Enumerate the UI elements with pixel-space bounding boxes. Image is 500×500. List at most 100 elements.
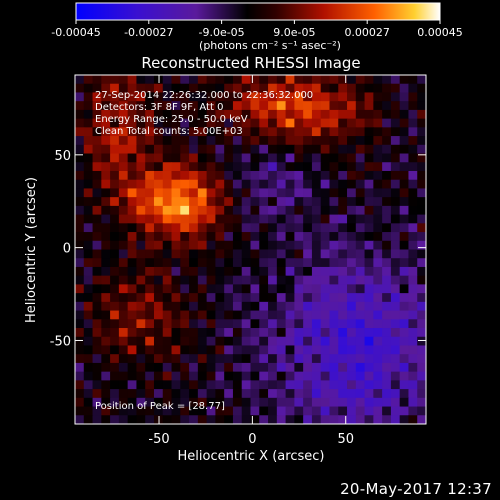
heatmap-cell [250,136,260,146]
heatmap-cell [250,153,260,163]
heatmap-cell [276,162,287,172]
heatmap-cell [118,153,129,163]
heatmap-cell [75,101,85,111]
heatmap-cell [189,371,199,381]
heatmap-cell [276,397,287,408]
heatmap-cell [180,406,190,416]
heatmap-cell [241,188,252,198]
heatmap-cell [118,275,129,285]
heatmap-cell [382,118,392,128]
colorbar-tick-label: -0.00027 [124,26,173,39]
heatmap-cell [268,205,278,216]
heatmap-cell [364,266,374,277]
heatmap-cell [153,101,164,111]
heatmap-cell [75,232,85,242]
heatmap-cell [92,136,102,146]
heatmap-cell [197,205,208,216]
heatmap-cell [75,319,85,329]
heatmap-cell [259,144,269,155]
heatmap-cell [189,144,199,155]
heatmap-cell [127,354,138,364]
heatmap-cell [118,75,129,85]
heatmap-cell [224,380,234,390]
heatmap-cell [250,240,260,251]
heatmap-cell [189,153,199,163]
heatmap-cell [232,415,243,424]
heatmap-cell [180,75,190,85]
colorbar-tick-label: -0.00045 [51,26,100,39]
heatmap-cell [127,83,138,94]
heatmap-cell [197,109,208,120]
heatmap-cell [382,354,392,364]
heatmap-cell [206,354,217,364]
heatmap-cell [329,345,339,355]
heatmap-cell [268,328,278,338]
colorbar-tick-label: 9.0e-05 [273,26,315,39]
heatmap-cell [180,354,190,364]
heatmap-cell [224,415,234,424]
heatmap-cell [303,406,313,416]
heatmap-cell [110,240,120,251]
heatmap-cell [399,249,410,259]
heatmap-cell [285,336,295,347]
heatmap-cell [268,354,278,364]
heatmap-cell [101,240,111,251]
heatmap-cell [153,397,164,408]
heatmap-cell [180,92,190,102]
heatmap-cell [373,380,383,390]
heatmap-cell [373,258,383,268]
heatmap-cell [145,266,155,277]
heatmap-cell [189,328,199,338]
heatmap-cell [189,214,199,224]
heatmap-cell [355,127,366,137]
heatmap-cell [355,249,366,259]
heatmap-cell [347,371,357,381]
heatmap-cell [101,319,111,329]
heatmap-cell [110,301,120,312]
heatmap-cell [285,371,295,381]
heatmap-cell [206,92,217,102]
heatmap-cell [136,179,146,190]
heatmap-cell [136,293,146,303]
heatmap-cell [153,240,164,251]
heatmap-cell [294,118,304,128]
heatmap-cell [189,75,199,85]
heatmap-cell [259,319,269,329]
heatmap-cell [285,179,295,190]
heatmap-cell [110,153,120,163]
heatmap-cell [338,336,348,347]
heatmap-cell [241,232,252,242]
heatmap-cell [232,240,243,251]
heatmap-cell [355,328,366,338]
colorbar: -0.00045 -0.00027 -9.0e-05 9.0e-05 0.00027 0.… [51,2,463,52]
heatmap-cell [75,258,85,268]
heatmap-cell [83,345,94,355]
heatmap-cell [373,284,383,294]
heatmap-cell [303,197,313,207]
heatmap-cell [241,197,252,207]
heatmap-cell [127,109,138,120]
heatmap-cell [303,118,313,128]
heatmap-cell [294,380,304,390]
heatmap-cell [364,118,374,128]
heatmap-cell [171,328,181,338]
heatmap-cell [162,153,173,163]
heatmap-cell [382,319,392,329]
heatmap-cell [75,389,85,399]
heatmap-cell [75,328,85,338]
heatmap-cell [232,284,243,294]
heatmap-cell [127,362,138,373]
heatmap-cell [189,249,199,259]
heatmap-cell [153,118,164,128]
heatmap-cell [408,258,418,268]
heatmap-cell [408,179,418,190]
heatmap-cell [320,232,331,242]
heatmap-cell [347,266,357,277]
heatmap-cell [347,284,357,294]
heatmap-cell [224,266,234,277]
heatmap-cell [118,101,129,111]
heatmap-cell [101,153,111,163]
heatmap-cell [399,328,410,338]
heatmap-cell [206,153,217,163]
heatmap-cell [145,328,155,338]
